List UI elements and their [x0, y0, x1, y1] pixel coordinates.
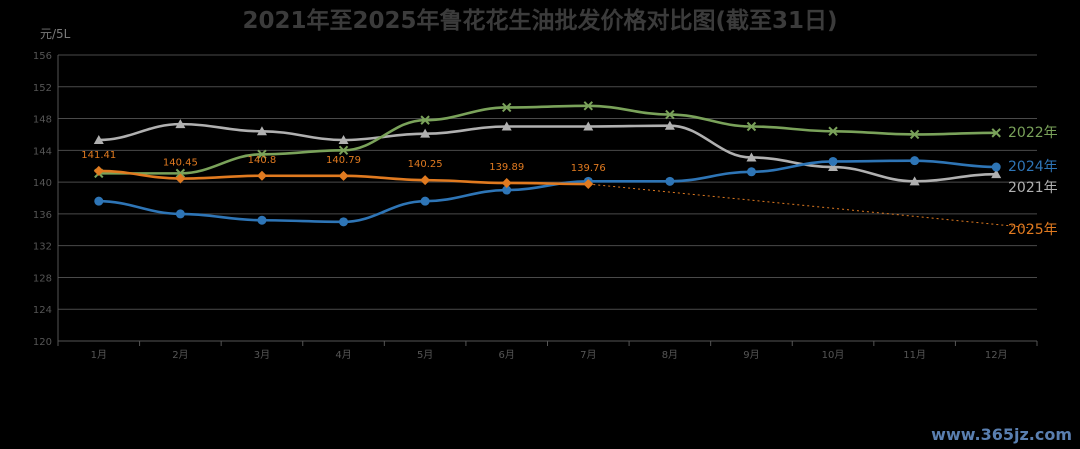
- y-tick-label: 136: [33, 210, 52, 221]
- point-marker: [501, 177, 512, 188]
- point-marker: [909, 129, 920, 140]
- x-tick-label: 6月: [499, 349, 515, 361]
- point-marker: [338, 145, 349, 156]
- point-marker: [502, 185, 512, 195]
- x-tick-label: 5月: [417, 349, 433, 361]
- series-2024年: [94, 156, 1001, 227]
- point-marker: [746, 121, 757, 132]
- trend-line: [588, 183, 1035, 229]
- y-tick-label: 156: [33, 51, 52, 62]
- point-marker: [665, 109, 675, 120]
- x-tick-label: 11月: [903, 349, 926, 361]
- x-tick-label: 8月: [662, 349, 678, 361]
- y-axis-unit: 元/5L: [40, 27, 71, 41]
- legend-entry-2025年: 2025年: [1008, 222, 1058, 238]
- point-marker: [175, 209, 185, 219]
- series-line: [98, 104, 997, 175]
- x-tick-label: 10月: [822, 349, 845, 361]
- point-marker: [664, 120, 675, 130]
- x-tick-label: 3月: [254, 349, 270, 361]
- data-label: 139.76: [571, 163, 606, 174]
- point-marker: [175, 173, 186, 184]
- point-marker: [910, 156, 920, 166]
- point-marker: [828, 126, 838, 136]
- point-marker: [420, 175, 431, 186]
- x-tick-label: 1月: [91, 349, 107, 361]
- y-tick-label: 148: [33, 115, 52, 126]
- point-marker: [256, 170, 267, 181]
- point-marker: [828, 162, 839, 172]
- point-marker: [338, 135, 349, 145]
- y-tick-label: 132: [33, 242, 52, 253]
- point-marker: [93, 165, 104, 176]
- legend-entry-2022年: 2022年: [1008, 125, 1058, 141]
- series-2021年: [93, 119, 1002, 186]
- x-tick-label: 12月: [985, 349, 1008, 361]
- data-label: 140.25: [408, 159, 443, 170]
- legend-entry-2024年: 2024年: [1008, 159, 1058, 175]
- gridlines: [58, 54, 1037, 342]
- point-marker: [257, 215, 267, 225]
- x-tick-label: 9月: [743, 349, 759, 361]
- point-marker: [665, 176, 675, 186]
- series-line: [98, 122, 997, 183]
- data-label: 140.79: [326, 155, 361, 166]
- x-tick-label: 4月: [335, 349, 351, 361]
- point-marker: [746, 152, 757, 162]
- y-tick-label: 128: [33, 273, 52, 284]
- y-tick-label: 120: [33, 337, 52, 348]
- chart-title: 2021年至2025年鲁花花生油批发价格对比图(截至31日): [242, 7, 837, 34]
- data-label: 141.41: [81, 150, 116, 161]
- point-marker: [420, 115, 430, 125]
- point-marker: [583, 101, 593, 111]
- series-2022年: [94, 101, 1001, 179]
- series-line: [98, 159, 997, 224]
- point-marker: [746, 167, 756, 177]
- point-marker: [583, 179, 594, 190]
- point-marker: [501, 121, 512, 131]
- legend-entry-2021年: 2021年: [1008, 180, 1058, 196]
- point-marker: [420, 128, 431, 138]
- point-marker: [94, 196, 104, 206]
- point-marker: [338, 170, 349, 181]
- x-tick-label: 2月: [172, 349, 188, 361]
- point-marker: [256, 126, 267, 136]
- series-2025年: 141.41 140.45 140.8 140.79 140.25 139.89 139.7…: [81, 150, 1035, 229]
- data-label: 140.45: [163, 158, 198, 169]
- x-tick-label: 7月: [580, 349, 596, 361]
- axes: 120 124 128 132 136 140 144 148 152 156 1月 2月 3月 4月 5月…: [33, 51, 1038, 361]
- legend: 2021年 2022年 2024年 2025年: [1008, 125, 1058, 238]
- point-marker: [828, 156, 838, 166]
- point-marker: [175, 119, 186, 129]
- y-tick-label: 144: [33, 146, 52, 157]
- y-tick-label: 124: [33, 305, 52, 316]
- point-marker: [991, 162, 1001, 172]
- point-marker: [583, 121, 594, 131]
- data-label: 139.89: [489, 162, 524, 173]
- data-label: 140.8: [248, 155, 277, 166]
- series-group: 141.41 140.45 140.8 140.79 140.25 139.89 139.7…: [81, 101, 1035, 229]
- y-tick-label: 140: [33, 178, 52, 189]
- point-marker: [339, 217, 349, 227]
- point-marker: [420, 196, 430, 206]
- point-marker: [257, 149, 267, 160]
- point-marker: [93, 135, 104, 145]
- watermark: www.365jz.com: [931, 425, 1072, 444]
- point-marker: [991, 128, 1001, 138]
- point-marker: [991, 169, 1002, 179]
- point-marker: [175, 168, 186, 179]
- point-marker: [502, 102, 512, 113]
- point-marker: [909, 176, 920, 186]
- y-tick-label: 152: [33, 83, 52, 94]
